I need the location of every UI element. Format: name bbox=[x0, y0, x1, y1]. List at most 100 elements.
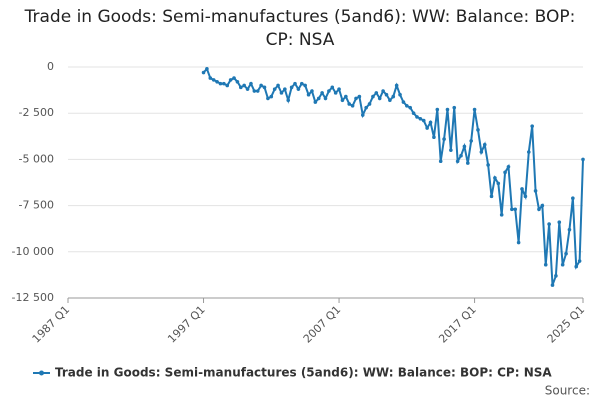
data-point bbox=[347, 102, 352, 106]
data-point bbox=[425, 126, 429, 130]
data-point bbox=[486, 163, 490, 167]
y-tick-label: -10 000 bbox=[12, 245, 54, 258]
data-point bbox=[401, 100, 406, 104]
x-tick-label: 2007 Q1 bbox=[301, 303, 344, 346]
data-point bbox=[289, 85, 294, 90]
data-point bbox=[222, 81, 226, 86]
data-point bbox=[333, 91, 338, 95]
data-point bbox=[218, 81, 223, 86]
data-point bbox=[360, 113, 365, 117]
data-point bbox=[215, 79, 219, 84]
data-point bbox=[493, 176, 497, 180]
data-point bbox=[560, 262, 565, 267]
data-point bbox=[323, 96, 328, 101]
data-point bbox=[255, 89, 260, 93]
data-point bbox=[296, 87, 301, 91]
data-point bbox=[510, 207, 514, 212]
data-point bbox=[337, 87, 341, 91]
data-point bbox=[550, 283, 555, 287]
y-tick-label: 0 bbox=[47, 60, 54, 73]
data-point bbox=[435, 107, 440, 112]
data-point bbox=[357, 94, 362, 99]
source-label: Source: bbox=[545, 384, 590, 398]
data-point bbox=[540, 203, 545, 208]
data-point bbox=[523, 194, 528, 199]
data-point bbox=[516, 240, 521, 245]
data-point bbox=[526, 150, 531, 154]
x-tick-label: 2017 Q1 bbox=[436, 303, 479, 346]
data-point bbox=[327, 89, 331, 93]
data-point bbox=[466, 161, 470, 165]
data-point bbox=[232, 76, 236, 80]
data-point bbox=[367, 102, 372, 106]
data-point bbox=[316, 96, 321, 101]
data-point bbox=[377, 96, 382, 101]
data-point bbox=[381, 89, 385, 93]
data-point bbox=[252, 89, 257, 93]
x-tick-label: 1987 Q1 bbox=[30, 303, 73, 346]
data-point bbox=[225, 83, 230, 88]
data-point bbox=[459, 153, 463, 158]
data-point bbox=[388, 98, 392, 103]
data-point bbox=[279, 91, 284, 95]
data-point bbox=[201, 70, 206, 75]
data-point bbox=[276, 83, 280, 88]
data-point bbox=[452, 105, 457, 110]
data-point bbox=[432, 135, 436, 140]
data-point bbox=[330, 85, 335, 90]
data-point bbox=[405, 104, 409, 108]
data-point bbox=[310, 89, 314, 93]
y-tick-label: -7 500 bbox=[19, 199, 54, 212]
data-point bbox=[499, 213, 504, 217]
data-point bbox=[266, 96, 270, 101]
data-point bbox=[364, 105, 368, 110]
data-point bbox=[445, 107, 450, 112]
data-point bbox=[418, 116, 423, 121]
data-point bbox=[249, 81, 253, 86]
data-point bbox=[442, 137, 446, 141]
data-point bbox=[438, 159, 443, 164]
data-point bbox=[238, 85, 243, 90]
data-point bbox=[286, 98, 291, 103]
data-point bbox=[571, 196, 575, 201]
data-point bbox=[554, 274, 558, 278]
data-point bbox=[496, 181, 501, 186]
data-point bbox=[245, 87, 250, 91]
data-point bbox=[513, 207, 518, 212]
data-point bbox=[384, 92, 389, 97]
data-point bbox=[299, 81, 304, 86]
data-point bbox=[272, 87, 277, 91]
data-point bbox=[283, 87, 287, 91]
data-point bbox=[567, 227, 572, 232]
x-tick-label: 2025 Q1 bbox=[545, 303, 588, 346]
data-point bbox=[205, 67, 209, 71]
y-tick-label: -5 000 bbox=[19, 152, 54, 165]
series-line bbox=[202, 66, 584, 286]
data-point bbox=[503, 170, 507, 175]
data-point bbox=[533, 189, 538, 193]
data-point bbox=[235, 79, 240, 84]
data-point bbox=[574, 264, 579, 269]
data-point bbox=[564, 251, 568, 256]
data-point bbox=[242, 83, 246, 88]
data-point bbox=[208, 76, 213, 80]
data-point bbox=[577, 259, 582, 263]
data-point bbox=[469, 139, 473, 143]
data-point bbox=[449, 148, 453, 152]
data-point bbox=[350, 104, 355, 108]
data-point bbox=[476, 128, 480, 132]
data-point bbox=[489, 194, 494, 199]
chart-title: Trade in Goods: Semi-manufactures (5and6… bbox=[24, 7, 576, 50]
data-point bbox=[394, 83, 399, 88]
data-point bbox=[479, 150, 484, 154]
data-point bbox=[354, 96, 358, 101]
data-point bbox=[537, 207, 541, 212]
data-point bbox=[408, 105, 413, 110]
data-point bbox=[581, 157, 585, 162]
data-point bbox=[269, 94, 274, 99]
data-point bbox=[303, 83, 307, 88]
data-point bbox=[472, 107, 477, 112]
data-point bbox=[520, 187, 524, 191]
